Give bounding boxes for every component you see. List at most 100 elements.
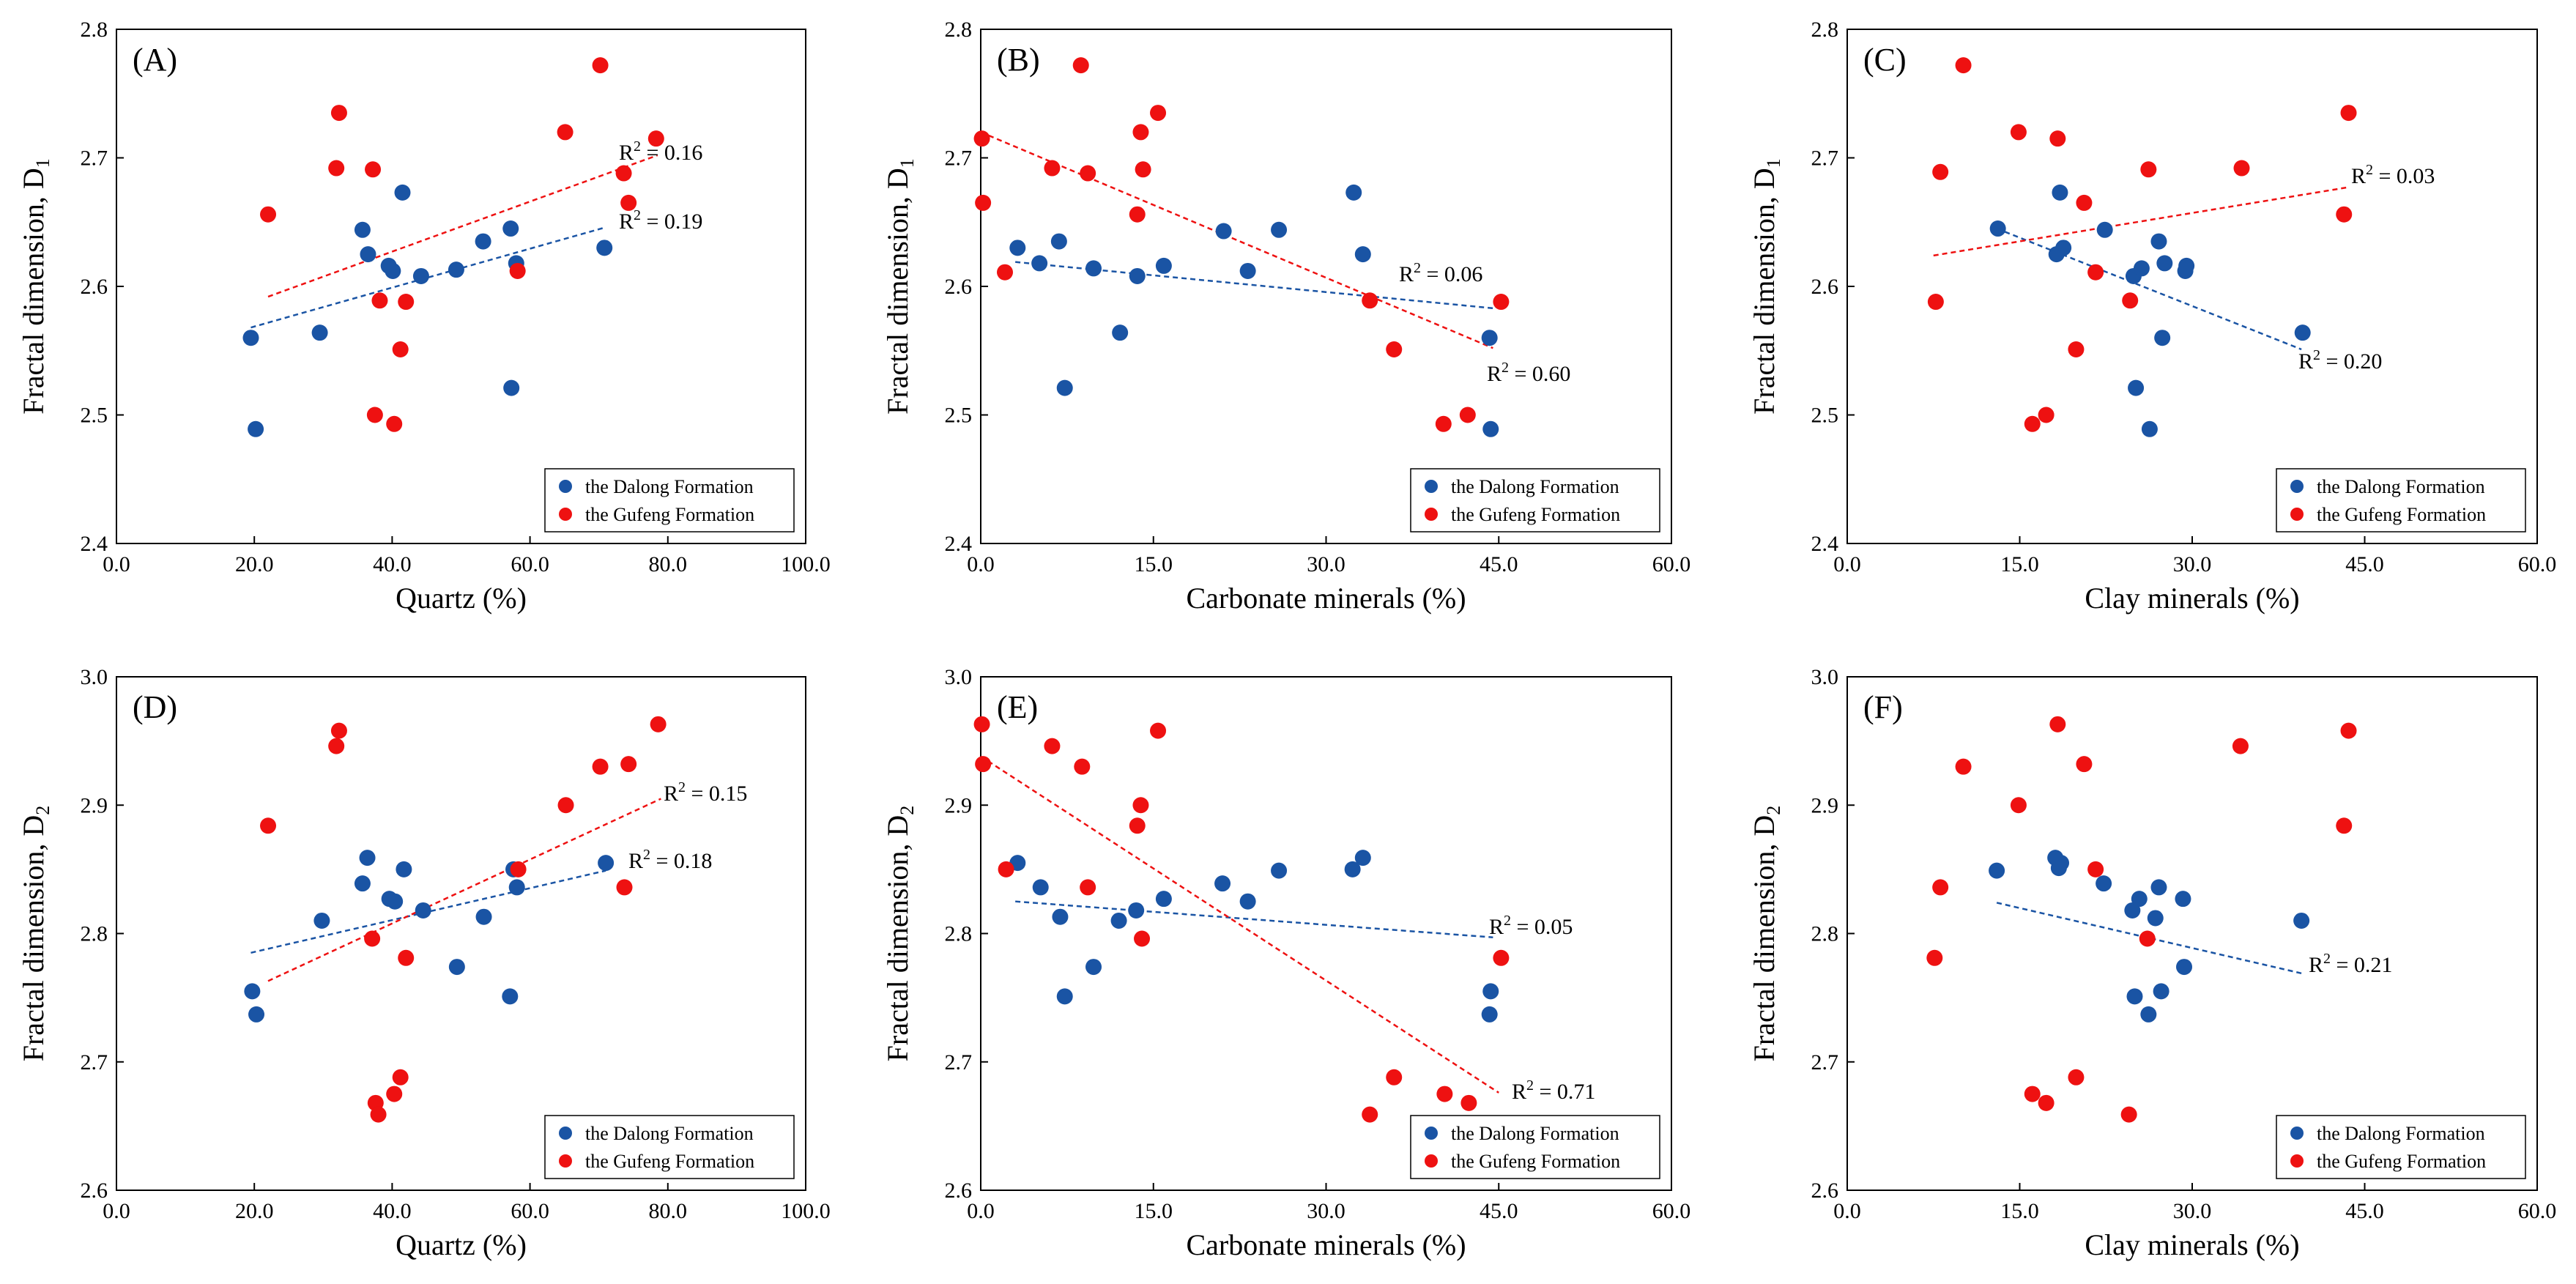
x-tick-label: 20.0	[235, 552, 274, 576]
x-tick-label: 60.0	[2518, 552, 2557, 576]
data-point-gufeng	[509, 262, 526, 279]
data-point-gufeng	[386, 1086, 403, 1102]
legend-marker-dalong	[1425, 480, 1438, 493]
data-point-gufeng	[2122, 292, 2139, 309]
r-squared-value: = 0.06	[1421, 262, 1482, 286]
data-point-dalong	[1032, 879, 1049, 896]
r-squared-value: = 0.21	[2331, 953, 2392, 977]
panel-a: 0.0 20.0 40.0 60.0 80.0 100.0 2.4 2.5 2.6 2.7 2.8 Q…	[17, 18, 831, 615]
legend-marker-gufeng	[2290, 1154, 2304, 1168]
y-axis-label-main: Fractal dimension, D	[17, 815, 50, 1062]
data-point-dalong	[1155, 891, 1172, 908]
data-point-gufeng	[973, 130, 990, 147]
y-axis-label-main: Fractal dimension, D	[1748, 815, 1781, 1062]
data-point-gufeng	[2068, 1069, 2085, 1086]
x-tick-label: 45.0	[2345, 552, 2384, 576]
data-point-gufeng	[620, 194, 637, 211]
data-point-gufeng	[1135, 161, 1151, 178]
data-point-gufeng	[2340, 105, 2357, 122]
data-point-dalong	[385, 262, 401, 279]
x-tick-label: 45.0	[2345, 1199, 2384, 1223]
data-point-dalong	[1239, 262, 1256, 279]
data-point-gufeng	[1386, 341, 1403, 357]
data-point-dalong	[354, 221, 371, 238]
legend-marker-dalong	[559, 480, 572, 493]
r-squared-label: R2 = 0.05	[1489, 913, 1573, 939]
r-squared-symbol: R	[664, 782, 678, 806]
data-point-dalong	[2131, 891, 2148, 908]
data-point-dalong	[1052, 908, 1069, 925]
y-tick-label: 2.6	[945, 275, 973, 299]
legend-box	[544, 468, 795, 532]
y-tick-label: 2.6	[81, 1179, 108, 1203]
data-point-dalong	[1989, 220, 2006, 237]
data-point-gufeng	[1072, 57, 1089, 74]
data-point-gufeng	[1955, 57, 1972, 74]
x-tick-label: 0.0	[1833, 1199, 1861, 1223]
y-tick-label: 2.5	[81, 404, 108, 428]
data-point-dalong	[415, 902, 431, 919]
data-point-gufeng	[2076, 756, 2093, 773]
data-point-dalong	[503, 379, 520, 396]
y-axis-label: Fractal dimension, D2	[881, 806, 918, 1062]
r-squared-label: R2 = 0.21	[2309, 951, 2392, 977]
x-tick-label: 30.0	[1307, 1199, 1345, 1223]
data-point-gufeng	[557, 797, 574, 814]
y-axis-label-subscript: 1	[897, 158, 918, 168]
data-point-gufeng	[2140, 161, 2157, 178]
data-point-dalong	[448, 261, 464, 278]
legend-marker-dalong	[1425, 1127, 1438, 1140]
data-point-dalong	[2294, 324, 2311, 341]
r-squared-label: R2 = 0.06	[1399, 260, 1482, 286]
data-point-dalong	[2133, 260, 2150, 277]
r-squared-value: = 0.71	[1534, 1080, 1595, 1104]
data-point-gufeng	[1436, 1086, 1453, 1102]
data-point-dalong	[2153, 983, 2169, 1000]
panel-label: (D)	[133, 689, 177, 725]
data-point-gufeng	[398, 294, 415, 311]
data-point-gufeng	[2336, 817, 2353, 834]
data-point-dalong	[248, 420, 264, 437]
data-point-dalong	[1085, 260, 1102, 277]
data-point-gufeng	[1080, 879, 1096, 896]
data-point-dalong	[359, 850, 376, 866]
trendline-dalong	[1996, 227, 2302, 351]
r-squared-superscript: 2	[2313, 347, 2320, 363]
data-point-dalong	[502, 220, 519, 237]
x-tick-label: 0.0	[967, 1199, 995, 1223]
r-squared-value: = 0.05	[1511, 915, 1573, 939]
r-squared-superscript: 2	[678, 779, 686, 795]
data-point-dalong	[1128, 902, 1145, 919]
r-squared-label: R2 = 0.71	[1512, 1077, 1595, 1104]
r-squared-symbol: R	[1489, 915, 1504, 939]
data-point-dalong	[1481, 1006, 1498, 1023]
r-squared-value: = 0.60	[1509, 362, 1570, 386]
y-axis-label-subscript: 2	[897, 806, 918, 815]
y-axis-label-subscript: 2	[32, 806, 53, 815]
data-point-gufeng	[997, 264, 1014, 281]
data-point-gufeng	[975, 194, 992, 211]
data-point-dalong	[2096, 875, 2112, 892]
data-point-gufeng	[260, 817, 277, 834]
data-point-gufeng	[1932, 879, 1949, 896]
y-tick-label: 2.6	[1811, 1179, 1839, 1203]
data-point-gufeng	[2076, 194, 2093, 211]
data-point-gufeng	[1134, 930, 1151, 947]
y-axis-label-subscript: 1	[1763, 158, 1784, 168]
data-point-gufeng	[1080, 165, 1096, 182]
r-squared-label: R2 = 0.20	[2298, 347, 2382, 374]
legend-marker-dalong	[2290, 1127, 2304, 1140]
data-point-gufeng	[370, 1106, 387, 1123]
data-point-gufeng	[592, 758, 609, 775]
y-axis-label: Fractal dimension, D1	[881, 158, 918, 415]
data-point-dalong	[1271, 221, 1288, 238]
data-point-dalong	[1056, 379, 1073, 396]
panel-e: 0.0 15.0 30.0 45.0 60.0 2.6 2.7 2.8 2.9 3.0 Carbon…	[881, 665, 1690, 1261]
data-point-gufeng	[328, 738, 345, 754]
x-tick-label: 40.0	[373, 552, 412, 576]
x-axis-label: Quartz (%)	[396, 1228, 527, 1261]
x-tick-label: 0.0	[103, 552, 130, 576]
r-squared-value: = 0.16	[641, 141, 702, 165]
legend-label-dalong: the Dalong Formation	[1451, 1123, 1619, 1144]
legend-label-gufeng: the Gufeng Formation	[2317, 1151, 2486, 1172]
